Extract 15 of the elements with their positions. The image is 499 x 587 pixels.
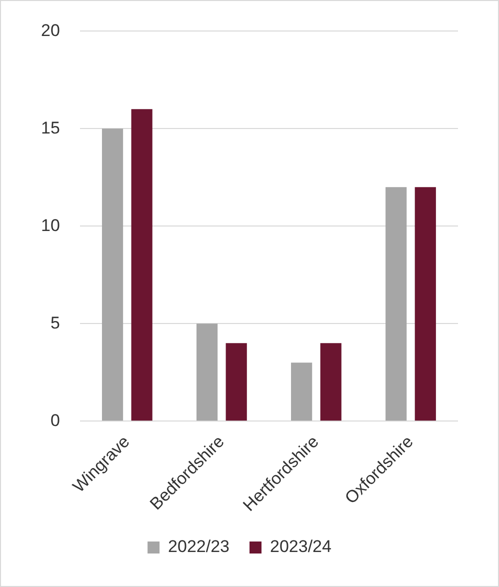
bar xyxy=(320,343,342,421)
y-tick-label: 10 xyxy=(40,216,60,235)
bar xyxy=(196,324,218,421)
bar xyxy=(226,343,247,421)
bar xyxy=(386,187,407,421)
y-tick-label: 5 xyxy=(50,313,60,332)
bar xyxy=(291,362,312,421)
bar xyxy=(414,187,436,421)
legend-label: 2023/24 xyxy=(270,537,332,556)
bar xyxy=(102,128,124,421)
legend-label: 2022/23 xyxy=(168,537,230,556)
y-tick-label: 15 xyxy=(40,118,60,138)
bar xyxy=(131,109,152,421)
y-tick-label: 0 xyxy=(50,410,60,430)
y-tick-label: 20 xyxy=(40,20,60,40)
